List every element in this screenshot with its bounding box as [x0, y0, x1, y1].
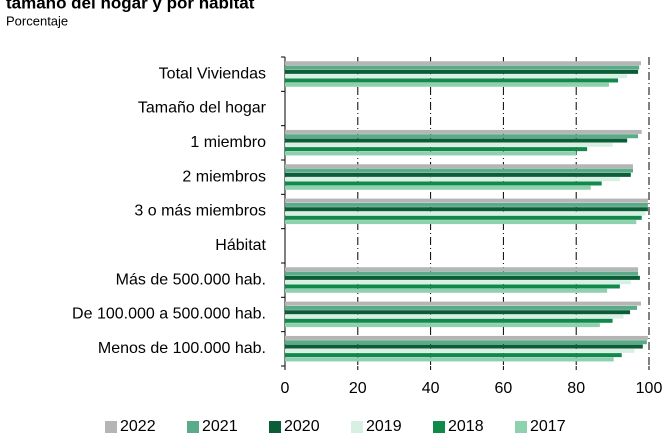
- bar: [285, 318, 613, 323]
- bar: [285, 310, 631, 315]
- bar: [285, 134, 639, 139]
- bar: [285, 69, 639, 74]
- bar: [285, 348, 635, 353]
- bar: [285, 172, 631, 177]
- bar: [285, 138, 628, 143]
- bar: [285, 280, 631, 285]
- bar: [285, 335, 648, 340]
- bar: [285, 202, 648, 207]
- bar: [285, 211, 646, 216]
- bar: [285, 74, 628, 79]
- bar: [285, 267, 639, 272]
- bar: [285, 177, 620, 182]
- legend-swatch: [351, 421, 363, 433]
- bar: [285, 147, 588, 152]
- legend-label: 2019: [366, 418, 402, 435]
- bar: [285, 220, 637, 225]
- chart-subtitle: Porcentaje: [6, 13, 68, 28]
- bar: [285, 275, 640, 280]
- bar: [285, 142, 613, 147]
- x-tick-label: 100: [636, 380, 663, 397]
- bar: [285, 61, 641, 66]
- bar: [285, 82, 609, 87]
- y-tick-label: Más de 500.000 hab.: [116, 271, 266, 288]
- legend-swatch: [433, 421, 445, 433]
- y-tick-label: Total Viviendas: [159, 65, 266, 82]
- bar: [285, 305, 637, 310]
- bar: [285, 271, 639, 276]
- legend-swatch: [187, 421, 199, 433]
- bar: [285, 215, 642, 220]
- y-tick-label: Tamaño del hogar: [138, 100, 267, 117]
- legend-label: 2021: [202, 418, 238, 435]
- y-tick-label: Hábitat: [215, 237, 266, 254]
- bar: [285, 164, 633, 169]
- y-tick-label: 2 miembros: [182, 168, 266, 185]
- x-tick-label: 60: [495, 380, 513, 397]
- bar: [285, 353, 622, 358]
- chart-title: tamaño del hogar y por hábitat: [6, 0, 255, 12]
- bar: [285, 314, 624, 319]
- y-tick-label: 3 o más miembros: [134, 203, 266, 220]
- bar: [285, 323, 600, 328]
- legend-swatch: [515, 421, 527, 433]
- x-tick-label: 20: [349, 380, 367, 397]
- bar: [285, 78, 619, 83]
- bar: [285, 284, 620, 289]
- legend-label: 2022: [120, 418, 156, 435]
- legend-swatch: [105, 421, 117, 433]
- bar: [285, 357, 614, 362]
- bar: [285, 207, 648, 212]
- legend-label: 2020: [284, 418, 320, 435]
- bar: [285, 168, 633, 173]
- bar: [285, 340, 647, 345]
- bar: [285, 344, 643, 349]
- legend-label: 2017: [530, 418, 566, 435]
- y-tick-label: 1 miembro: [190, 134, 266, 151]
- x-tick-label: 80: [567, 380, 585, 397]
- x-tick-label: 40: [422, 380, 440, 397]
- bar: [285, 181, 602, 186]
- bar: [285, 129, 642, 134]
- bar: [285, 185, 591, 190]
- x-tick-label: 0: [281, 380, 290, 397]
- bar: [285, 151, 577, 156]
- legend-label: 2018: [448, 418, 484, 435]
- bar: [285, 65, 640, 70]
- bar: [285, 198, 648, 203]
- bar: [285, 301, 641, 306]
- legend-swatch: [269, 421, 281, 433]
- y-tick-label: Menos de 100.000 hab.: [98, 340, 266, 357]
- bar: [285, 288, 608, 293]
- y-tick-label: De 100.000 a 500.000 hab.: [72, 306, 266, 323]
